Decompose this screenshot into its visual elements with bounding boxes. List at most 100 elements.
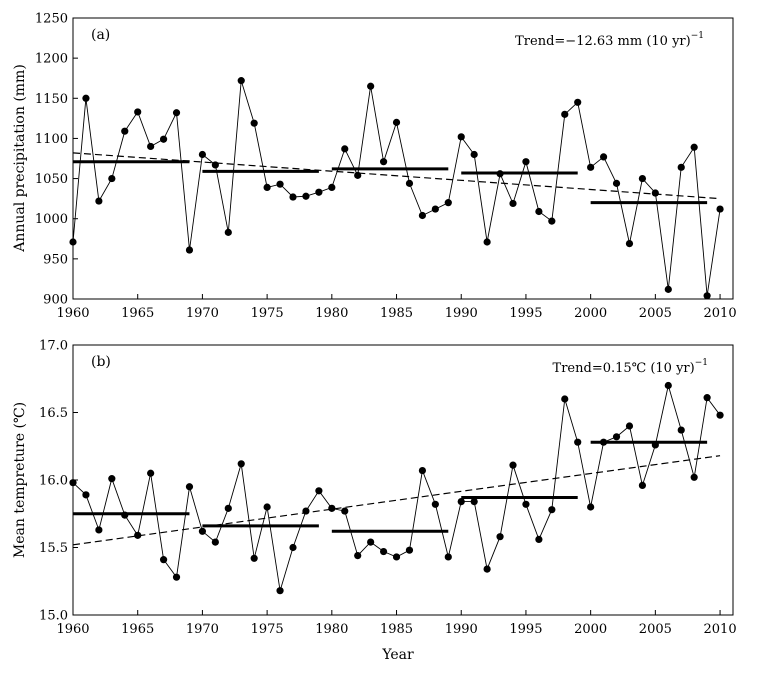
panel-b-xtick-label: 2000 [574,622,607,637]
panel-a-ytick-label: 1000 [35,212,68,227]
panel-b-data-point [69,479,77,487]
panel-a-axes: 1960 1965 1970 1975 1980 1985 1990 1995 2000 2005… [35,12,737,322]
panel-a-data-point [172,109,181,117]
panel-b-data-point [147,469,155,477]
panel-a-data-point [237,77,245,85]
panel-a-data-point [522,158,530,166]
panel-b-data-point [172,573,181,581]
panel-a-xtick-label: 1970 [186,306,219,321]
panel-b-xtick-label: 1980 [315,622,348,637]
panel-a-data-point [263,183,271,192]
panel-a-trend-text: Trend=−12.63 mm (10 yr) [515,34,691,49]
panel-b-data-point [470,498,478,506]
panel-a-data-point [211,161,219,169]
panel-a-data-point [367,82,375,90]
panel-a-data-point [431,205,439,213]
panel-b-data-point [108,475,116,483]
panel-b-data-point [328,504,336,512]
panel-b-data-point [535,535,543,544]
panel-b-xtick-label: 2010 [704,622,737,637]
panel-b-trend-sup: −1 [695,358,708,368]
panel-a-label: (a) [91,27,110,43]
panel-b-data-point [677,426,685,434]
panel-a-data-point [703,292,711,300]
panel-b-data-point [82,491,90,499]
panel-b-label: (b) [91,354,111,370]
panel-b-axes: 1960 1965 1970 1975 1980 1985 1990 1995 2000 2005… [39,339,737,638]
panel-b-data-point [392,553,401,561]
panel-b-data-point [418,466,427,475]
panel-a-xtick-label: 1990 [445,306,478,321]
panel-a-ytick-label: 1200 [35,52,68,67]
panel-b-data-point [625,422,634,430]
panel-b-data-point [716,411,724,419]
panel-a-data-point [548,217,556,225]
panel-a-data-point [418,211,427,220]
panel-a-data-point [561,110,569,118]
panel-b-data-point [496,533,504,541]
panel-b-data-point [690,473,698,481]
panel-b-ytick-label: 16.0 [39,474,68,489]
panel-a-data-point [509,199,517,208]
panel-b-data-point [134,531,142,539]
panel-a-data-point [638,174,647,183]
panel-b-data-point [250,554,258,562]
panel-a-data-point [82,94,90,102]
panel-b-frame [72,344,734,616]
panel-b-xtick-label: 1985 [380,622,413,637]
panel-b-ytick-label: 15.5 [39,541,68,556]
panel-b-data-point [587,503,595,511]
panel-a: (a) Trend=−12.63 mm (10 yr)−1 Annual pre… [12,12,737,322]
panel-a-data-point [379,158,388,166]
panel-a-data-point [302,192,310,200]
panel-a-data-point [315,188,323,196]
panel-b-data-point [405,546,414,554]
panel-a-data-point [328,183,336,192]
panel-a-data-point [250,119,258,127]
panel-b-ytick-label: 16.5 [39,406,68,421]
panel-a-data-point [289,193,297,201]
panel-a-data-point [483,238,491,246]
panel-b-data-point [315,487,323,495]
panel-a-xtick-label: 1965 [121,306,154,321]
panel-b-xlabel: Year [381,647,414,663]
panel-b-xtick-label: 1960 [56,622,89,637]
panel-b-data-point [211,538,219,546]
panel-a-ytick-label: 1050 [35,172,68,187]
panel-a-xtick-label: 2010 [704,306,737,321]
panel-a-data-point [341,145,349,153]
panel-a-ytick-label: 1250 [35,12,68,27]
panel-a-trend-sup: −1 [691,31,704,41]
panel-b-data-point [574,438,582,446]
panel-b-data-point [431,500,439,508]
panel-a-data-point [612,179,621,187]
panel-b-data-point [444,553,452,561]
panel-a-data-point [599,153,608,161]
panel-a-ytick-label: 1100 [35,132,68,147]
panel-b-trend-line [72,455,721,546]
panel-a-frame [72,17,734,300]
panel-b-data-point [263,503,271,511]
panel-a-data-point [95,197,103,205]
panel-a-data-point [574,98,582,106]
panel-a-data-point [134,108,142,116]
panel-b-data-point [483,565,491,573]
panel-b-trend-text: Trend=0.15℃ (10 yr) [553,361,695,376]
panel-a-xtick-label: 2005 [639,306,672,321]
panel-a-ylabel: Annual precipitation (mm) [12,64,28,253]
panel-a-data-point [147,142,155,151]
panel-a-series-line [72,80,721,296]
panel-b-data-point [95,526,103,534]
panel-b-data-point [522,500,530,508]
panel-b: (b) Trend=0.15℃ (10 yr)−1 Mean tempretur… [12,339,737,664]
panel-b-data-point [703,394,711,402]
panel-a-xtick-label: 1960 [56,306,89,321]
panel-b-data-point [638,481,647,489]
panel-b-data-point [185,483,194,491]
panel-a-data-point [651,189,659,197]
panel-a-data-point [444,199,452,207]
panel-b-data-point [561,395,569,403]
panel-b-data-point [341,507,349,515]
